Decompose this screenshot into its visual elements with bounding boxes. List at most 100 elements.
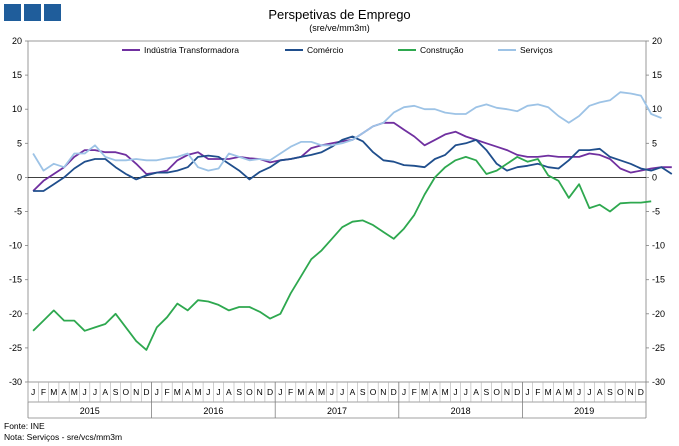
x-tick-label: J (93, 387, 97, 397)
x-tick-label: M (318, 387, 325, 397)
x-tick-label: J (155, 387, 159, 397)
y-tick-label-right: -15 (652, 275, 665, 285)
x-tick-label: F (41, 387, 46, 397)
x-tick-label: J (278, 387, 282, 397)
x-tick-label: M (194, 387, 201, 397)
year-label: 2017 (327, 406, 347, 416)
x-tick-label: D (391, 387, 397, 397)
logo-block (24, 4, 41, 21)
x-tick-label: A (597, 387, 603, 397)
x-tick-label: M (297, 387, 304, 397)
series-line-servicos (32, 91, 662, 172)
legend-entry: Comércio (307, 45, 344, 55)
y-tick-label-right: 20 (652, 36, 662, 46)
x-tick-label: S (236, 387, 242, 397)
y-tick-label-left: -25 (9, 343, 22, 353)
chart-subtitle: (sre/ve/mm3m) (309, 23, 370, 33)
x-tick-label: J (330, 387, 334, 397)
x-tick-label: D (143, 387, 149, 397)
x-tick-label: J (340, 387, 344, 397)
y-tick-label-right: 5 (652, 138, 657, 148)
series-line-comercio (33, 135, 673, 192)
x-tick-label: A (308, 387, 314, 397)
plot-frame (27, 40, 647, 383)
logo-block (4, 4, 21, 21)
chart-title: Perspetivas de Emprego (268, 7, 411, 22)
x-tick-label: A (432, 387, 438, 397)
x-tick-label: S (607, 387, 613, 397)
y-tick-label-left: 20 (12, 36, 22, 46)
x-tick-label: S (360, 387, 366, 397)
y-tick-label-left: 15 (12, 70, 22, 80)
logo (4, 4, 61, 21)
x-tick-label: J (464, 387, 468, 397)
x-tick-label: A (61, 387, 67, 397)
y-tick-label-left: 5 (17, 138, 22, 148)
y-tick-label-right: -5 (652, 207, 660, 217)
y-tick-label-left: 0 (17, 172, 22, 182)
x-tick-label: A (556, 387, 562, 397)
year-label: 2015 (80, 406, 100, 416)
x-tick-label: O (123, 387, 130, 397)
year-label: 2018 (451, 406, 471, 416)
x-tick-label: J (31, 387, 35, 397)
x-tick-label: F (288, 387, 293, 397)
x-tick-label: S (113, 387, 119, 397)
x-tick-label: J (587, 387, 591, 397)
y-tick-label-right: 10 (652, 104, 662, 114)
y-tick-label-left: -5 (14, 207, 22, 217)
logo-block (44, 4, 61, 21)
x-tick-label: F (535, 387, 540, 397)
year-label: 2016 (203, 406, 223, 416)
x-tick-label: A (102, 387, 108, 397)
x-tick-label: J (525, 387, 529, 397)
y-tick-label-right: -10 (652, 241, 665, 251)
x-tick-label: D (638, 387, 644, 397)
series-line-construcao (32, 155, 652, 351)
x-tick-label: M (71, 387, 78, 397)
x-tick-label: F (412, 387, 417, 397)
x-tick-label: A (185, 387, 191, 397)
x-tick-label: F (164, 387, 169, 397)
x-tick-label: M (174, 387, 181, 397)
x-tick-label: N (133, 387, 139, 397)
y-tick-label-right: 0 (652, 172, 657, 182)
x-tick-label: M (545, 387, 552, 397)
y-tick-label-right: -20 (652, 309, 665, 319)
x-tick-label: J (453, 387, 457, 397)
x-tick-label: J (402, 387, 406, 397)
series-line-industria-transformadora (32, 121, 672, 192)
x-tick-label: N (627, 387, 633, 397)
legend-entry: Serviços (520, 45, 553, 55)
x-tick-label: O (246, 387, 253, 397)
y-tick-label-left: 10 (12, 104, 22, 114)
legend-entry: Indústria Transformadora (144, 45, 239, 55)
x-tick-label: N (504, 387, 510, 397)
x-tick-label: O (370, 387, 377, 397)
y-tick-label-left: -30 (9, 377, 22, 387)
x-tick-label: J (206, 387, 210, 397)
x-tick-label: A (473, 387, 479, 397)
x-tick-label: J (577, 387, 581, 397)
x-tick-label: M (421, 387, 428, 397)
x-tick-label: D (514, 387, 520, 397)
x-tick-label: N (380, 387, 386, 397)
x-tick-label: M (565, 387, 572, 397)
x-tick-label: J (83, 387, 87, 397)
x-tick-label: M (50, 387, 57, 397)
year-label: 2019 (574, 406, 594, 416)
x-tick-label: O (617, 387, 624, 397)
x-tick-label: N (257, 387, 263, 397)
y-tick-label-right: -25 (652, 343, 665, 353)
series-note: Nota: Serviços - sre/vcs/mm3m (4, 432, 123, 442)
x-tick-label: J (216, 387, 220, 397)
y-tick-label-left: -15 (9, 275, 22, 285)
x-tick-label: O (493, 387, 500, 397)
legend-entry: Construção (420, 45, 464, 55)
x-tick-label: A (350, 387, 356, 397)
x-tick-label: A (226, 387, 232, 397)
y-tick-label-left: -10 (9, 241, 22, 251)
x-tick-label: S (484, 387, 490, 397)
x-tick-label: M (442, 387, 449, 397)
